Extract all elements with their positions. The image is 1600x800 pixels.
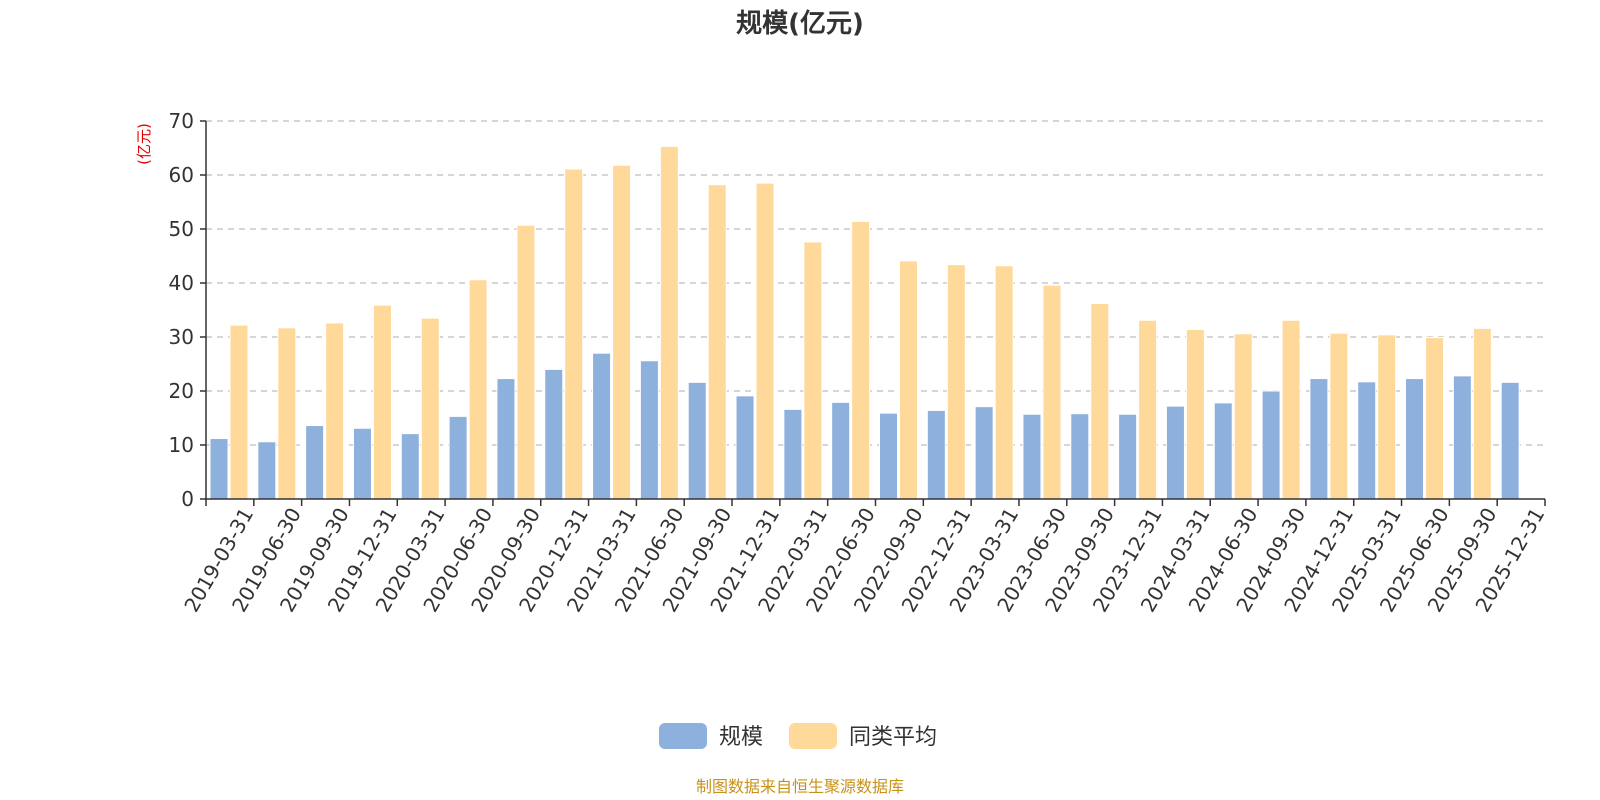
bar-scale — [1452, 375, 1472, 500]
bar-peer-average — [899, 260, 918, 500]
bar-peer-average — [707, 184, 727, 500]
y-tick-label: 60 — [169, 163, 194, 187]
y-tick-label: 50 — [169, 217, 194, 241]
y-tick-label: 30 — [169, 325, 194, 349]
x-axis-ticks: 2019-03-312019-06-302019-09-302019-12-31… — [179, 499, 1549, 616]
bar-scale — [209, 438, 229, 500]
bar-scale — [305, 425, 325, 500]
bar-scale — [687, 381, 707, 500]
y-axis-unit-label: (亿元) — [135, 123, 153, 165]
legend-label-scale: 规模 — [719, 725, 763, 750]
bar-peer-average — [1138, 319, 1158, 500]
bar-peer-average — [1425, 337, 1445, 500]
bar-peer-average — [564, 168, 584, 500]
bar-scale — [1022, 413, 1042, 500]
bar-scale — [1357, 381, 1377, 500]
bar-scale — [496, 378, 516, 500]
y-tick-label: 70 — [169, 109, 194, 133]
bar-peer-average — [1090, 303, 1110, 500]
legend-swatch-peer-average — [789, 723, 837, 749]
bar-peer-average — [1185, 328, 1205, 500]
bar-peer-average — [851, 220, 871, 500]
chart-title: 规模(亿元) — [736, 9, 864, 39]
bar-scale — [1500, 381, 1520, 500]
bar-scale — [448, 415, 468, 500]
bar-scale — [639, 360, 659, 500]
bar-peer-average — [659, 145, 679, 500]
bar-peer-average — [468, 279, 488, 500]
y-tick-label: 0 — [181, 487, 194, 511]
y-axis-ticks: 0 10 20 30 40 50 60 70 — [169, 109, 206, 511]
bar-peer-average — [803, 241, 823, 500]
bar-peer-average — [420, 317, 440, 500]
bar-peer-average — [1042, 284, 1062, 500]
bar-scale — [1405, 378, 1425, 500]
bar-peer-average — [277, 327, 297, 500]
legend: 规模 同类平均 — [659, 723, 937, 750]
bar-scale — [1309, 378, 1329, 500]
bar-scale — [1261, 390, 1281, 500]
bar-peer-average — [612, 164, 632, 500]
bar-scale — [592, 352, 612, 500]
bar-peer-average — [1472, 327, 1492, 500]
bar-scale — [974, 406, 994, 500]
bar-scale — [1118, 413, 1138, 500]
bar-scale — [735, 395, 755, 500]
bar-scale — [783, 408, 803, 500]
bar-peer-average — [325, 322, 345, 500]
bar-scale — [544, 368, 564, 500]
y-tick-label: 10 — [169, 433, 194, 457]
bar-scale — [926, 409, 946, 500]
bar-peer-average — [1377, 334, 1397, 500]
bar-scale — [257, 441, 277, 500]
bar-scale — [879, 412, 898, 500]
bar-peer-average — [994, 265, 1014, 500]
bar-peer-average — [372, 304, 392, 500]
bar-peer-average — [516, 224, 536, 500]
bar-peer-average — [1233, 333, 1253, 500]
data-source-note: 制图数据来自恒生聚源数据库 — [696, 777, 904, 796]
bar-peer-average — [229, 324, 249, 500]
bar-peer-average — [1329, 332, 1349, 500]
bar-scale — [400, 433, 420, 500]
bar-scale — [831, 401, 851, 500]
bar-scale — [352, 427, 372, 500]
legend-swatch-scale — [659, 723, 707, 749]
y-tick-label: 20 — [169, 379, 194, 403]
y-tick-label: 40 — [169, 271, 194, 295]
bar-scale — [1165, 405, 1185, 500]
bar-peer-average — [755, 182, 775, 500]
bar-peer-average — [946, 264, 966, 500]
bar-scale — [1213, 402, 1233, 500]
bars-group — [209, 145, 1520, 500]
bar-scale — [1070, 413, 1090, 500]
bar-peer-average — [1281, 319, 1301, 500]
legend-label-peer-average: 同类平均 — [849, 725, 937, 750]
